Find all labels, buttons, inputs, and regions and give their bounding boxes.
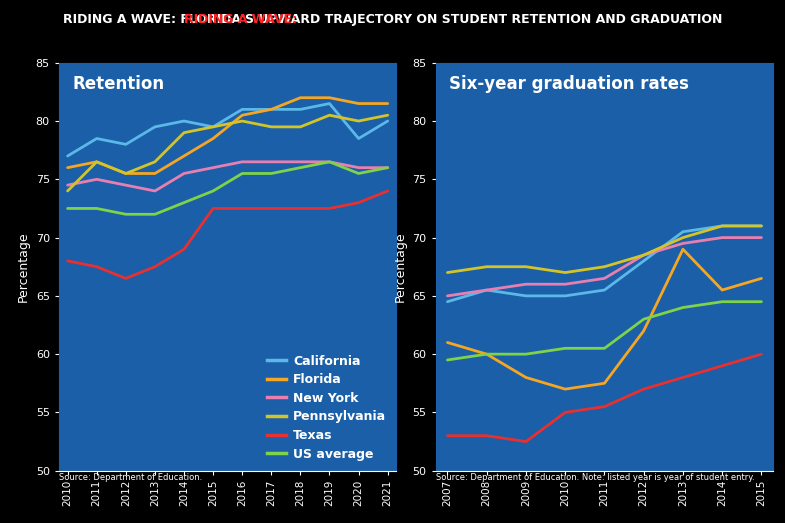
Text: Source: Department of Education. Note: listed year is year of student entry.: Source: Department of Education. Note: l…: [436, 473, 754, 482]
Legend: California, Florida, New York, Pennsylvania, Texas, US average: California, Florida, New York, Pennsylva…: [263, 351, 390, 464]
Text: Source: Department of Education.: Source: Department of Education.: [59, 473, 202, 482]
Text: Six-year graduation rates: Six-year graduation rates: [449, 75, 689, 93]
Text: RIDING A WAVE: FLORIDA'S UPWARD TRAJECTORY ON STUDENT RETENTION AND GRADUATION: RIDING A WAVE: FLORIDA'S UPWARD TRAJECTO…: [63, 13, 722, 26]
Y-axis label: Percentage: Percentage: [394, 231, 407, 302]
Text: RIDING A WAVE:: RIDING A WAVE:: [184, 13, 298, 26]
Y-axis label: Percentage: Percentage: [17, 231, 30, 302]
Text: Retention: Retention: [72, 75, 165, 93]
